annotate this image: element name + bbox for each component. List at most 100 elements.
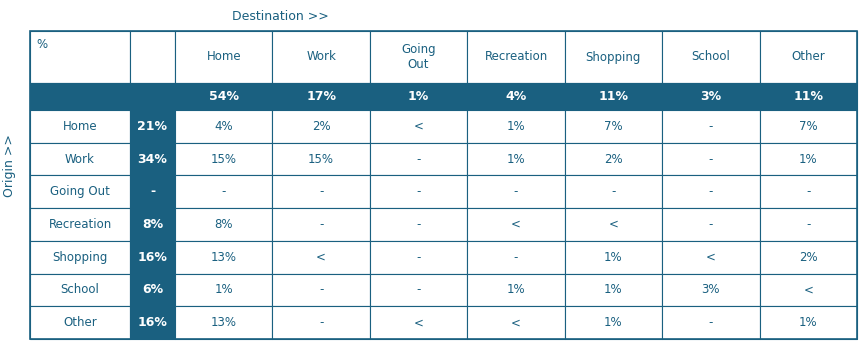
Text: 1%: 1%: [799, 153, 818, 166]
Bar: [130, 31, 175, 83]
Bar: [760, 274, 857, 306]
Text: <: <: [511, 218, 521, 231]
Text: Home: Home: [207, 51, 241, 64]
Text: -: -: [417, 153, 421, 166]
Bar: [760, 31, 857, 83]
Text: 1%: 1%: [507, 120, 525, 133]
Bar: [370, 274, 467, 306]
Text: Destination >>: Destination >>: [232, 9, 329, 22]
Text: 7%: 7%: [799, 120, 818, 133]
Text: 1%: 1%: [604, 251, 622, 264]
Text: Work: Work: [65, 153, 95, 166]
Bar: [760, 143, 857, 175]
Text: School: School: [61, 283, 100, 296]
Text: Recreation: Recreation: [484, 51, 548, 64]
Text: -: -: [417, 218, 421, 231]
Bar: [130, 241, 175, 274]
Bar: [130, 143, 175, 175]
Bar: [273, 110, 370, 143]
Text: 1%: 1%: [507, 283, 525, 296]
Text: Origin >>: Origin >>: [3, 135, 16, 197]
Text: 1%: 1%: [604, 316, 622, 329]
Bar: [467, 274, 565, 306]
Bar: [370, 143, 467, 175]
Bar: [130, 175, 175, 208]
Bar: [467, 306, 565, 339]
Bar: [760, 241, 857, 274]
Bar: [662, 274, 760, 306]
Text: 2%: 2%: [799, 251, 818, 264]
Text: 13%: 13%: [211, 251, 237, 264]
Text: Other: Other: [63, 316, 97, 329]
Text: -: -: [708, 185, 713, 198]
Bar: [565, 208, 662, 241]
Bar: [30, 306, 130, 339]
Bar: [662, 208, 760, 241]
Bar: [370, 208, 467, 241]
Text: -: -: [514, 251, 518, 264]
Text: Work: Work: [306, 51, 336, 64]
Bar: [273, 31, 370, 83]
Text: -: -: [221, 185, 226, 198]
Text: <: <: [608, 218, 618, 231]
Text: Shopping: Shopping: [52, 251, 108, 264]
Bar: [467, 175, 565, 208]
Text: 3%: 3%: [700, 90, 721, 103]
Text: <: <: [414, 316, 424, 329]
Bar: [175, 31, 273, 83]
Bar: [30, 241, 130, 274]
Text: Going
Out: Going Out: [401, 43, 436, 71]
Bar: [175, 143, 273, 175]
Bar: [273, 208, 370, 241]
Bar: [130, 208, 175, 241]
Bar: [565, 31, 662, 83]
Text: -: -: [319, 316, 324, 329]
Bar: [30, 110, 130, 143]
Text: <: <: [706, 251, 716, 264]
Bar: [662, 31, 760, 83]
Text: 21%: 21%: [137, 120, 168, 133]
Bar: [467, 143, 565, 175]
Bar: [175, 241, 273, 274]
Text: -: -: [417, 185, 421, 198]
Text: 2%: 2%: [604, 153, 622, 166]
Bar: [662, 143, 760, 175]
Bar: [370, 110, 467, 143]
Text: -: -: [708, 218, 713, 231]
Bar: [467, 31, 565, 83]
Text: -: -: [417, 251, 421, 264]
Bar: [370, 306, 467, 339]
Bar: [760, 110, 857, 143]
Text: 11%: 11%: [598, 90, 628, 103]
Text: -: -: [319, 185, 324, 198]
Bar: [565, 110, 662, 143]
Text: -: -: [514, 185, 518, 198]
Text: 8%: 8%: [214, 218, 233, 231]
Text: -: -: [319, 218, 324, 231]
Text: 1%: 1%: [507, 153, 525, 166]
Bar: [273, 143, 370, 175]
Text: <: <: [511, 316, 521, 329]
Text: 13%: 13%: [211, 316, 237, 329]
Bar: [662, 110, 760, 143]
Text: -: -: [611, 185, 615, 198]
Text: -: -: [806, 185, 811, 198]
Bar: [662, 175, 760, 208]
Bar: [760, 306, 857, 339]
Text: 34%: 34%: [137, 153, 168, 166]
Bar: [130, 274, 175, 306]
Bar: [30, 274, 130, 306]
Bar: [30, 175, 130, 208]
Bar: [467, 241, 565, 274]
Bar: [370, 175, 467, 208]
Bar: [130, 306, 175, 339]
Bar: [273, 241, 370, 274]
Bar: [175, 110, 273, 143]
Bar: [30, 208, 130, 241]
Text: 17%: 17%: [306, 90, 336, 103]
Bar: [760, 208, 857, 241]
Text: Recreation: Recreation: [49, 218, 112, 231]
Bar: [565, 241, 662, 274]
Text: 1%: 1%: [799, 316, 818, 329]
Bar: [565, 274, 662, 306]
